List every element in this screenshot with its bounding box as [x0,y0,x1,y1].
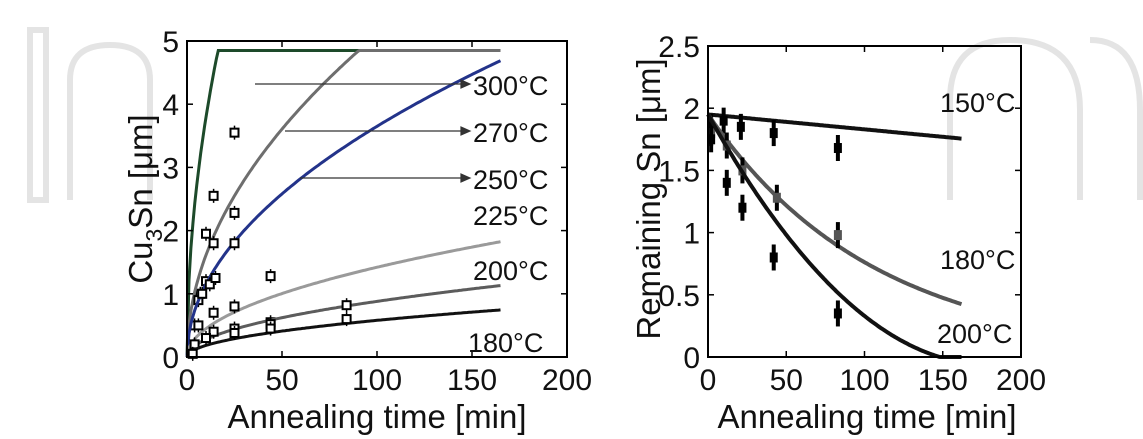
cu3sn-x-tick-label: 50 [265,364,298,397]
cu3sn-series-label-180: 180°C [468,328,543,358]
sn-point-150 [736,121,745,132]
sn-x-tick-label: 0 [700,364,717,397]
sn-ticks: 0 50 100 150 200 0 0.5 1 1.5 2 2.5 [658,31,1046,397]
cu3sn-point-270 [229,207,240,218]
cu3sn-y-axis-title: Cu3Sn [μm] [122,114,167,283]
sn-point-200 [833,308,842,319]
cu3sn-point-270 [208,238,219,249]
leader-arrowhead-250 [460,173,472,183]
sn-point-150 [769,128,778,139]
cu3sn-point-250 [265,271,276,282]
sn-y-tick-label: 2.5 [658,31,700,64]
cu3sn-point-225 [193,320,204,331]
cu3sn-point-180 [201,333,211,344]
cu3sn-curve-270 [185,49,501,358]
cu3sn-y-tick-label: 3 [162,152,179,185]
sn-data-marks [706,107,963,359]
cu3sn-series-label-270: 270°C [473,118,548,148]
cu3sn-point-225 [229,301,240,312]
cu3sn-y-tick-label: 1 [162,279,179,312]
sn-y-tick-label: 0 [683,342,700,375]
cu3sn-y-tick-label: 2 [162,216,179,249]
sn-series-label-150: 150°C [940,88,1015,118]
sn-x-tick-label: 200 [996,364,1046,397]
cu3sn-series-label-200: 200°C [473,256,548,286]
cu3sn-point-250 [204,279,215,290]
sn-y-tick-label: 2 [683,93,700,126]
leader-arrowhead-270 [460,126,472,136]
sn-x-axis-title: Annealing time [min] [718,398,1017,435]
sn-point-200 [722,177,731,188]
sn-point-200 [738,202,747,213]
sn-point-200 [707,134,716,145]
sn-x-tick-label: 50 [770,364,803,397]
cu3sn-point-250 [229,238,240,249]
cu3sn-point-200 [208,326,219,337]
sn-curve-200 [706,113,962,359]
cu3sn-x-tick-label: 0 [179,364,196,397]
sn-x-tick-label: 100 [839,364,889,397]
sn-x-tick-label: 150 [918,364,968,397]
cu3sn-point-300 [229,127,240,138]
sn-curve-180 [706,113,963,307]
sn-y-tick-label: 0.5 [658,280,700,313]
cu3sn-ticks: 0 50 100 150 200 0 1 2 3 4 5 [162,26,592,397]
cu3sn-x-axis-title: Annealing time [min] [228,398,527,435]
sn-point-150 [719,115,728,126]
cu3sn-series-label-225: 225°C [473,201,548,231]
cu3sn-point-180 [229,327,240,338]
cu3sn-point-300 [201,228,211,239]
sn-point-200 [769,252,778,263]
cu3sn-point-300 [208,190,219,201]
cu3sn-series-label-250: 250°C [473,165,548,195]
cu3sn-series-label-300: 300°C [473,71,548,101]
cu3sn-point-180 [265,323,276,334]
cu3sn-point-180 [341,314,352,325]
sn-point-180 [833,230,842,241]
chart-remaining-sn: 0 50 100 150 200 0 0.5 1 1.5 2 2.5 150°C 180°C 200… [630,31,1046,435]
sn-series-label-180: 180°C [940,245,1015,275]
cu3sn-point-250 [210,273,221,283]
cu3sn-point-225 [208,307,219,318]
cu3sn-y-tick-label: 4 [162,89,179,122]
sn-point-150 [833,143,842,154]
cu3sn-y-tick-label: 0 [162,342,179,375]
sn-curve-150 [707,112,962,141]
cu3sn-y-tick-label: 5 [162,26,179,59]
sn-point-180 [772,192,781,203]
chart-cu3sn-growth: 0 50 100 150 200 0 1 2 3 4 5 300°C 270°C 250°C 225… [122,26,592,435]
cu3sn-curve-250 [185,59,502,358]
cu3sn-x-tick-label: 100 [352,364,402,397]
cu3sn-x-tick-label: 200 [542,364,592,397]
cu3sn-data-marks [185,49,502,361]
sn-y-tick-label: 1.5 [658,155,700,188]
sn-series-label-200: 200°C [937,319,1012,349]
leader-arrowhead-300 [460,79,472,89]
sn-y-axis-title: Remaining Sn [μm] [630,58,667,339]
sn-y-tick-label: 1 [683,218,700,251]
cu3sn-point-200 [341,300,352,311]
cu3sn-x-tick-label: 150 [447,364,497,397]
cu3sn-point-250 [197,288,208,299]
cu3sn-leader-arrows [255,79,472,183]
